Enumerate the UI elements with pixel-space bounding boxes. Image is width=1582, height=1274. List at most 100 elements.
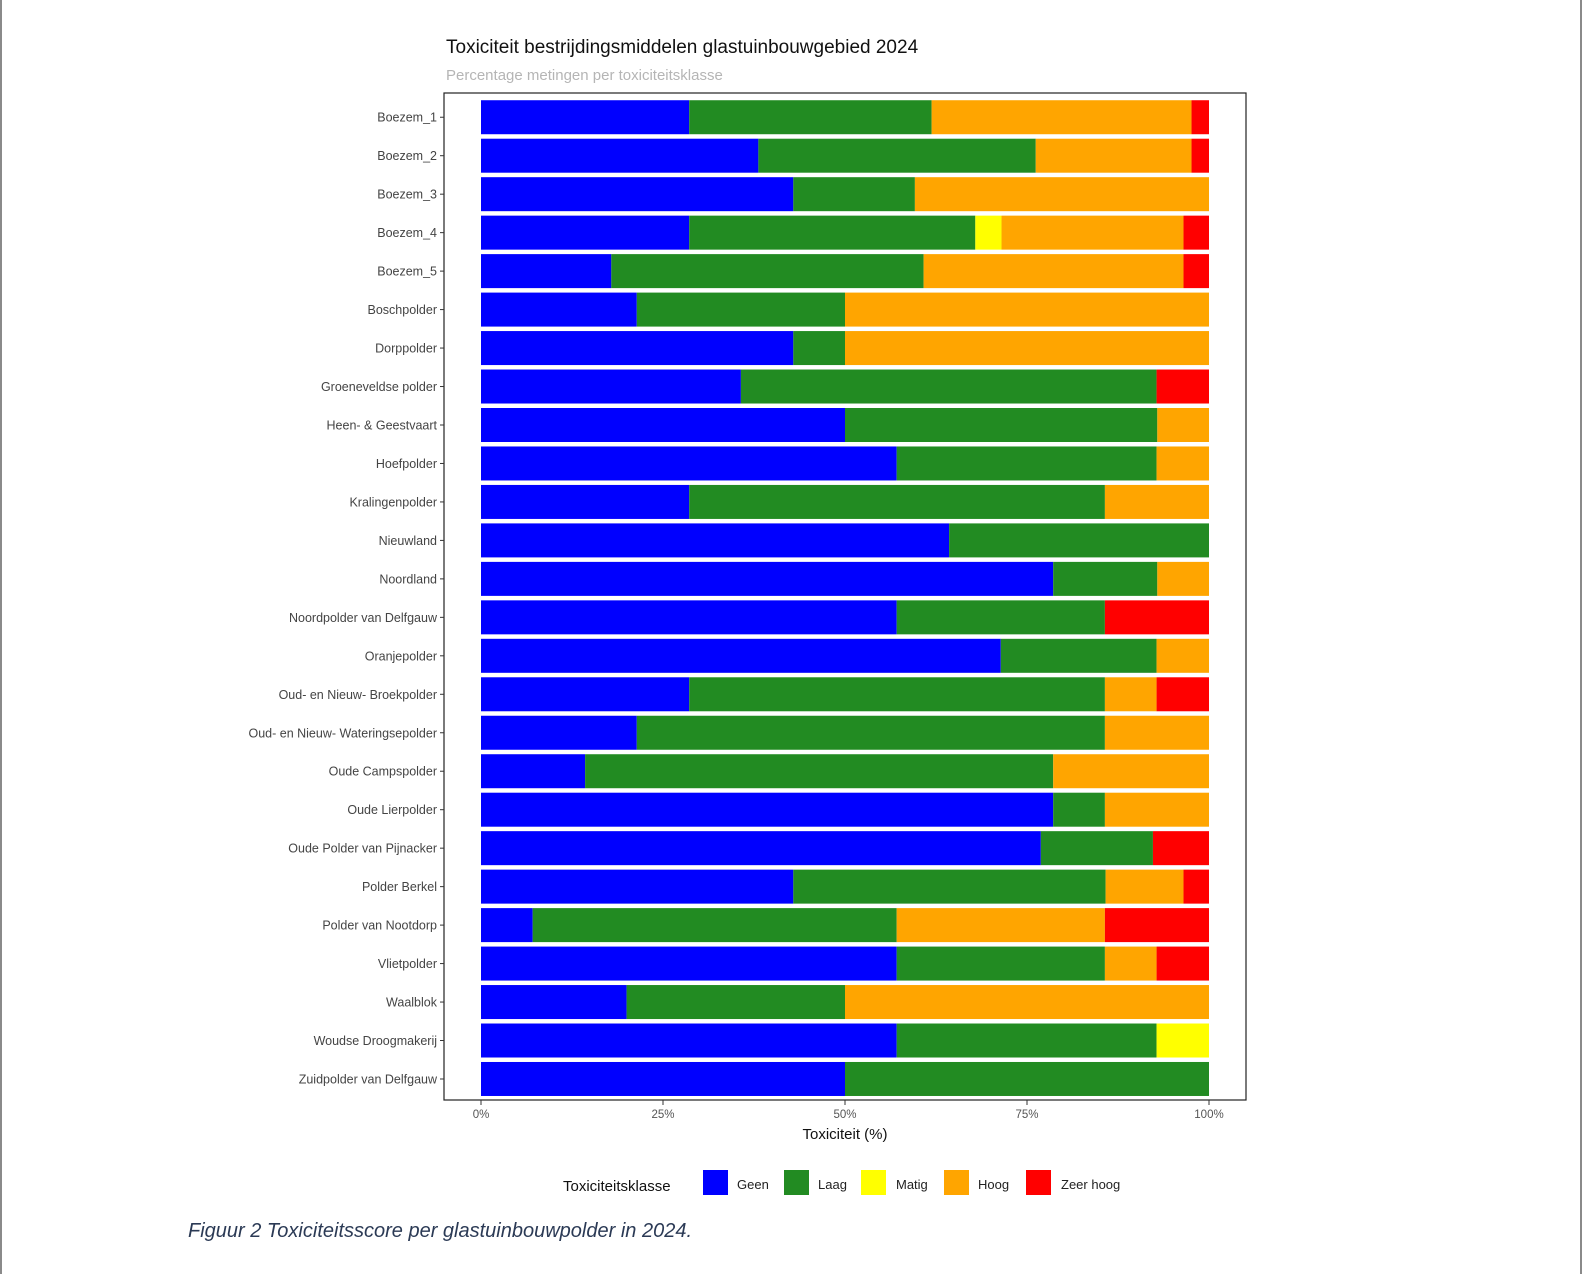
bar-polder-van-nootdorp-geen (481, 908, 533, 943)
legend: Toxiciteitsklasse Geen Laag Matig Hoog Zeer … (563, 1170, 1120, 1195)
y-tick-label-nieuwland: Nieuwland (379, 534, 437, 548)
bar-boschpolder-geen (481, 292, 637, 327)
bar-dorppolder-hoog (845, 331, 1209, 366)
y-tick-label-vlietpolder: Vlietpolder (378, 957, 437, 971)
bar-oude-polder-van-pijnacker-geen (481, 831, 1041, 866)
bar-boezem-5-hoog (923, 254, 1184, 289)
bar-oude-lierpolder-laag (1053, 792, 1105, 827)
bar-polder-berkel-geen (481, 869, 794, 904)
bar-vlietpolder-zeer-hoog (1156, 946, 1209, 981)
y-tick-label-oude-campspolder: Oude Campspolder (329, 765, 437, 779)
y-tick-label-oud-en-nieuw-wateringsepolder: Oud- en Nieuw- Wateringsepolder (248, 726, 437, 740)
y-tick-label-boezem-3: Boezem_3 (377, 188, 437, 202)
bar-boezem-1-geen (481, 100, 690, 135)
y-tick-label-boezem-5: Boezem_5 (377, 265, 437, 279)
bar-boezem-1-laag (689, 100, 932, 135)
legend-key-zeer-hoog (1026, 1170, 1051, 1195)
bar-boezem-2-geen (481, 138, 759, 173)
legend-key-hoog (944, 1170, 969, 1195)
bar-boezem-4-laag (689, 215, 976, 250)
bar-noordpolder-van-delfgauw-laag (896, 600, 1105, 635)
bar-boezem-1-hoog (931, 100, 1192, 135)
x-tick-label-75: 75% (1015, 1109, 1038, 1121)
bar-kralingenpolder-geen (481, 484, 690, 519)
bar-oude-lierpolder-hoog (1104, 792, 1209, 827)
bar-boezem-3-geen (481, 177, 794, 212)
legend-key-geen (703, 1170, 728, 1195)
bar-boschpolder-hoog (845, 292, 1209, 327)
bar-boezem-2-zeer-hoog (1191, 138, 1209, 173)
y-tick-label-oranjepolder: Oranjepolder (365, 649, 437, 663)
bar-waalblok-hoog (845, 985, 1209, 1020)
legend-label-geen: Geen (737, 1177, 769, 1192)
bar-oud-en-nieuw-wateringsepolder-laag (636, 715, 1105, 750)
bar-kralingenpolder-laag (689, 484, 1105, 519)
bar-polder-van-nootdorp-laag (532, 908, 897, 943)
y-tick-label-oude-polder-van-pijnacker: Oude Polder van Pijnacker (288, 842, 437, 856)
bar-boezem-2-hoog (1035, 138, 1192, 173)
legend-label-hoog: Hoog (978, 1177, 1009, 1192)
bar-dorppolder-laag (793, 331, 845, 366)
x-axis: 0% 25% 50% 75% 100% (473, 1100, 1224, 1121)
bar-oude-polder-van-pijnacker-laag (1040, 831, 1153, 866)
bar-vlietpolder-geen (481, 946, 897, 981)
y-tick-label-heen-geestvaart: Heen- & Geestvaart (327, 418, 438, 432)
bar-noordpolder-van-delfgauw-geen (481, 600, 897, 635)
bar-groeneveldse-polder-laag (740, 369, 1157, 404)
y-tick-label-zuidpolder-van-delfgauw: Zuidpolder van Delfgauw (299, 1072, 438, 1086)
y-tick-label-woudse-droogmakerij: Woudse Droogmakerij (314, 1034, 437, 1048)
bar-zuidpolder-van-delfgauw-geen (481, 1061, 845, 1096)
y-tick-label-noordpolder-van-delfgauw: Noordpolder van Delfgauw (289, 611, 438, 625)
y-axis: Boezem_1 Boezem_2 Boezem_3 Boezem_4 Boezem_5… (248, 111, 444, 1086)
y-tick-label-boezem-4: Boezem_4 (377, 226, 437, 240)
bar-polder-berkel-zeer-hoog (1183, 869, 1209, 904)
bar-hoefpolder-geen (481, 446, 897, 481)
bar-polder-van-nootdorp-hoog (896, 908, 1105, 943)
y-tick-label-polder-van-nootdorp: Polder van Nootdorp (322, 919, 437, 933)
y-tick-label-hoefpolder: Hoefpolder (376, 457, 437, 471)
bar-oude-lierpolder-geen (481, 792, 1054, 827)
bar-boezem-5-geen (481, 254, 612, 289)
y-tick-label-boezem-2: Boezem_2 (377, 149, 437, 163)
bar-oranjepolder-geen (481, 638, 1001, 673)
bar-boezem-5-zeer-hoog (1183, 254, 1209, 289)
bar-oud-en-nieuw-broekpolder-geen (481, 677, 690, 712)
bar-woudse-droogmakerij-laag (896, 1023, 1157, 1058)
bar-heen-geestvaart-geen (481, 408, 845, 442)
bar-noordpolder-van-delfgauw-zeer-hoog (1104, 600, 1209, 635)
x-tick-label-0: 0% (473, 1109, 490, 1121)
y-tick-label-noordland: Noordland (379, 572, 437, 586)
y-tick-label-oude-lierpolder: Oude Lierpolder (347, 803, 437, 817)
bar-boschpolder-laag (636, 292, 845, 327)
y-tick-label-dorppolder: Dorppolder (375, 342, 437, 356)
bar-hoefpolder-hoog (1156, 446, 1209, 481)
bar-boezem-4-geen (481, 215, 690, 250)
bar-oude-campspolder-laag (585, 754, 1054, 789)
bar-oud-en-nieuw-wateringsepolder-hoog (1104, 715, 1209, 750)
bar-boezem-1-zeer-hoog (1191, 100, 1209, 135)
bar-boezem-4-hoog (1001, 215, 1184, 250)
y-tick-label-polder-berkel: Polder Berkel (362, 880, 437, 894)
figure-caption: Figuur 2 Toxiciteitsscore per glastuinbo… (188, 1220, 692, 1242)
bar-noordland-laag (1053, 561, 1158, 596)
legend-label-zeer-hoog: Zeer hoog (1061, 1177, 1120, 1192)
page-right-border (1580, 0, 1582, 1274)
bar-boezem-3-hoog (914, 177, 1209, 212)
bar-oud-en-nieuw-broekpolder-laag (689, 677, 1105, 712)
bar-oude-campspolder-geen (481, 754, 586, 789)
bar-boezem-3-laag (793, 177, 915, 212)
bar-oranjepolder-hoog (1156, 638, 1209, 673)
y-tick-label-groeneveldse-polder: Groeneveldse polder (321, 380, 437, 394)
bar-waalblok-laag (626, 985, 845, 1020)
bar-nieuwland-geen (481, 523, 950, 558)
bar-waalblok-geen (481, 985, 627, 1020)
bar-oud-en-nieuw-broekpolder-hoog (1104, 677, 1157, 712)
legend-title: Toxiciteitsklasse (563, 1178, 671, 1195)
bar-oud-en-nieuw-wateringsepolder-geen (481, 715, 637, 750)
bar-polder-berkel-hoog (1105, 869, 1184, 904)
bar-kralingenpolder-hoog (1104, 484, 1209, 519)
bar-heen-geestvaart-laag (845, 408, 1158, 442)
bar-boezem-5-laag (611, 254, 924, 289)
y-tick-label-oud-en-nieuw-broekpolder: Oud- en Nieuw- Broekpolder (279, 688, 437, 702)
bar-groeneveldse-polder-geen (481, 369, 741, 404)
